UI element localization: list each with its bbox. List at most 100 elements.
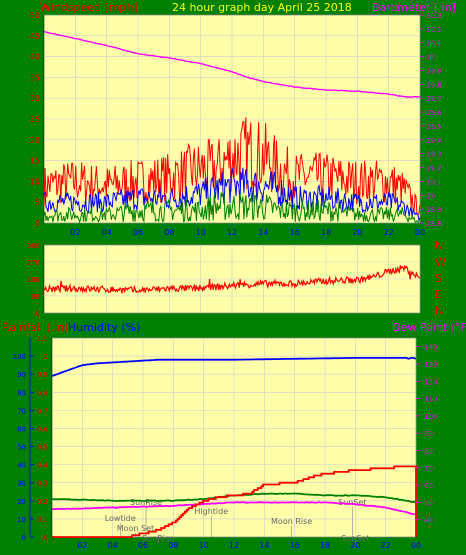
temperature-tick-label: 100	[424, 413, 437, 421]
barometer-tick-label: 29.1	[426, 178, 442, 186]
rainfall-tick-label: 0.7	[37, 407, 48, 415]
wind-x-tick-label: 08	[164, 228, 174, 237]
wind-x-tick-label: 10	[196, 228, 206, 237]
barometer-series	[43, 30, 421, 98]
barometer-tick-label: 29.9	[426, 67, 442, 75]
climate-ticks: 0 0.1 0.2 0.3 0.4 0.5 0.6 0.7 0.8 0.9 1 1.1 0 10 20 30 4…	[13, 335, 438, 550]
barometer-tick-label: 28.8	[426, 220, 442, 228]
climate-x-tick-label: 20	[350, 541, 360, 550]
event-marker-label: Moon Set	[117, 524, 154, 533]
temperature-tick-label: 50	[424, 499, 433, 507]
climate-x-tick-label: 02	[77, 541, 87, 550]
humidity-tick-label: 50	[17, 444, 26, 452]
climate-x-tick-label: 18	[320, 541, 330, 550]
compass-label-n-bottom: N	[435, 304, 444, 317]
wind-series	[43, 30, 421, 224]
wind-x-tick-label: 18	[321, 228, 331, 237]
rainfall-tick-label: 0.6	[37, 425, 49, 433]
barometer-tick-label: 29.2	[426, 165, 442, 173]
climate-x-tick-label: 06	[138, 541, 148, 550]
wind-ticks: 0 5 10 15 20 25 30 35 40 45 50 28.8 28.9 29 29.1 29.2 29…	[30, 11, 442, 237]
wind-y-tick-label: 10	[30, 177, 40, 186]
wind-axis-title: Windspeed [mph]	[40, 1, 138, 14]
humidity-tick-label: 80	[17, 389, 26, 397]
event-marker-label: SunRise	[142, 534, 174, 543]
direction-y-tick-label: 270	[27, 259, 40, 267]
wind-x-tick-label: 20	[352, 228, 362, 237]
temperature-tick-label: 70	[424, 465, 433, 473]
wind-x-tick-label: 00	[415, 228, 425, 237]
humidity-tick-label: 100	[13, 353, 26, 361]
humidity-tick-label: 0	[22, 534, 26, 542]
climate-x-tick-label: 08	[168, 541, 178, 550]
climate-x-tick-label: 04	[108, 541, 118, 550]
compass-label-s: S	[435, 272, 442, 285]
wind-x-tick-label: 02	[70, 228, 80, 237]
wind-y-tick-label: 0	[35, 219, 40, 228]
rainfall-tick-label: 0.3	[37, 480, 48, 488]
humidity-tick-label: 70	[17, 407, 26, 415]
barometer-tick-label: 28.9	[426, 206, 442, 214]
wind-x-tick-label: 22	[384, 228, 394, 237]
event-marker-label: SunRise	[130, 498, 162, 507]
wind-y-tick-label: 45	[30, 32, 40, 41]
event-marker-label: Moon Rise	[271, 517, 312, 526]
wind-grid	[44, 14, 421, 224]
wind-x-tick-label: 06	[133, 228, 143, 237]
rainfall-tick-label: 1.1	[37, 335, 48, 343]
barometer-tick-label: 30	[426, 54, 435, 62]
wind-y-tick-label: 15	[30, 157, 40, 166]
wind-y-tick-label: 40	[30, 53, 40, 62]
barometer-tick-label: 30.3	[426, 12, 442, 20]
wind-y-tick-label: 20	[30, 136, 40, 145]
wind-minimum-series	[43, 190, 421, 224]
barometer-tick-label: 29.7	[426, 95, 442, 103]
wind-average-series	[43, 167, 421, 223]
event-marker-label: Lowtide	[105, 514, 136, 523]
barometer-tick-label: 29.6	[426, 109, 442, 117]
wind-y-tick-label: 25	[30, 115, 40, 124]
direction-ticks: 0 90 180 270 360	[27, 242, 40, 318]
temperature-tick-label: 80	[424, 447, 433, 455]
barometer-tick-label: 30.1	[426, 40, 442, 48]
rainfall-tick-label: 0.5	[37, 444, 48, 452]
wind-y-tick-label: 50	[30, 11, 40, 20]
humidity-tick-label: 90	[17, 371, 26, 379]
temperature-tick-label: 120	[424, 378, 437, 386]
climate-x-tick-label: 00	[411, 541, 421, 550]
event-marker-label: Hightide	[194, 507, 228, 516]
temperature-axis-title: Temperature (°F)	[313, 321, 407, 334]
dewpoint-axis-title: Dew Point (°F)	[392, 321, 466, 334]
wind-direction-series	[43, 264, 421, 294]
event-marker-label: SunSet	[341, 534, 369, 543]
direction-grid	[44, 244, 421, 314]
barometer-tick-label: 29.4	[426, 137, 442, 145]
wind-y-tick-label: 5	[35, 198, 40, 207]
rainfall-axis-title: Rainfall (.in)	[2, 321, 69, 334]
barometer-tick-label: 29.3	[426, 151, 442, 159]
rainfall-tick-label: 0.1	[37, 516, 48, 524]
rainfall-tick-label: 1	[44, 353, 48, 361]
dewpoint-series	[51, 501, 417, 516]
climate-x-tick-label: 22	[381, 541, 391, 550]
rainfall-tick-label: 0.9	[37, 371, 48, 379]
rainfall-series	[52, 465, 417, 538]
event-marker-label: SunSet	[338, 498, 366, 507]
barometer-axis-title: Barometer [.in]	[372, 1, 456, 14]
direction-y-tick-label: 90	[31, 293, 40, 301]
wind-x-tick-label: 14	[258, 228, 268, 237]
rainfall-tick-label: 0	[44, 534, 48, 542]
wind-x-tick-label: 12	[227, 228, 237, 237]
humidity-tick-label: 60	[17, 425, 26, 433]
climate-x-tick-label: 10	[199, 541, 209, 550]
wind-panel: 0 5 10 15 20 25 30 35 40 45 50 28.8 28.9 29 29.1 29.2 29…	[30, 11, 442, 237]
temperature-tick-label: 60	[424, 482, 433, 490]
direction-series	[43, 264, 421, 294]
compass-label-w: W	[435, 256, 446, 269]
temperature-tick-label: 110	[424, 396, 437, 404]
rainfall-tick-label: 0.4	[37, 462, 49, 470]
temperature-tick-label: 40	[424, 517, 433, 525]
